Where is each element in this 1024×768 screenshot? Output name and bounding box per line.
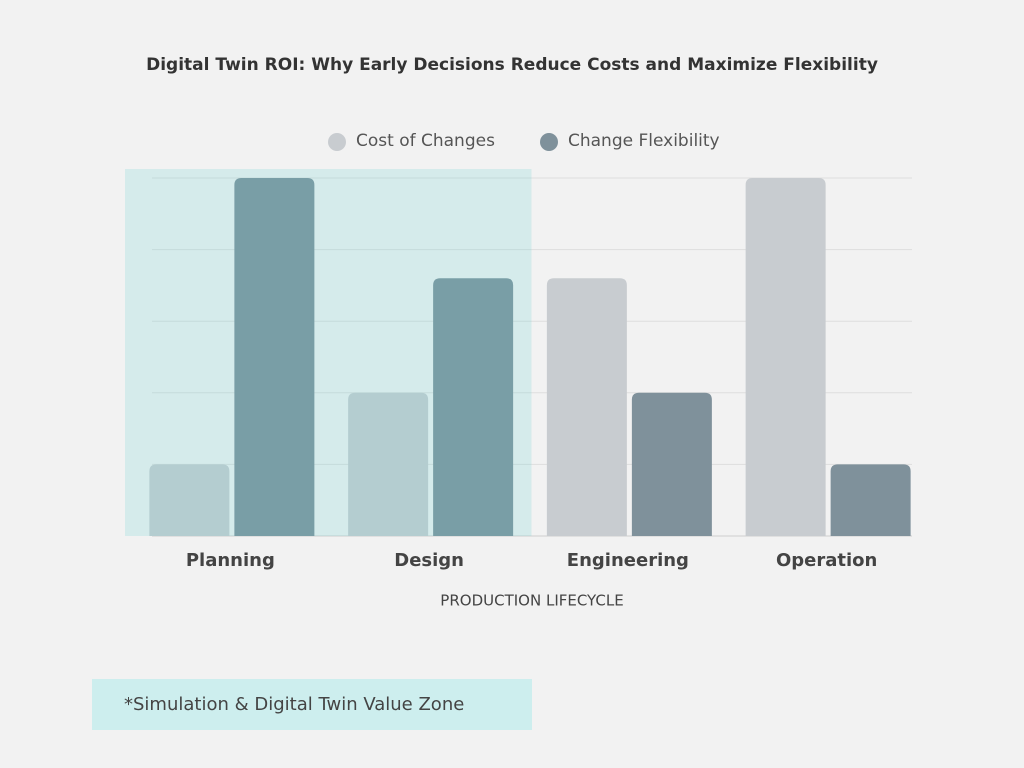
bar (348, 392, 429, 536)
bar (830, 464, 911, 536)
bar (149, 464, 230, 536)
x-tick-label: Operation (776, 550, 877, 571)
bar (745, 178, 826, 536)
legend-label: Cost of Changes (356, 131, 495, 151)
x-axis-title: PRODUCTION LIFECYCLE (440, 592, 623, 610)
x-tick-label: Engineering (567, 550, 689, 571)
legend-label: Change Flexibility (568, 131, 720, 151)
chart-title: Digital Twin ROI: Why Early Decisions Re… (146, 55, 878, 75)
bar (433, 278, 514, 536)
legend-swatch (540, 133, 558, 151)
legend-swatch (328, 133, 346, 151)
bar (631, 392, 712, 536)
x-tick-label: Planning (186, 550, 275, 571)
bar (234, 178, 315, 536)
highlight-zone (125, 169, 532, 536)
highlight-note-box (92, 679, 532, 730)
x-tick-label: Design (394, 550, 464, 571)
bar (546, 278, 627, 536)
highlight-note: *Simulation & Digital Twin Value Zone (124, 694, 464, 715)
